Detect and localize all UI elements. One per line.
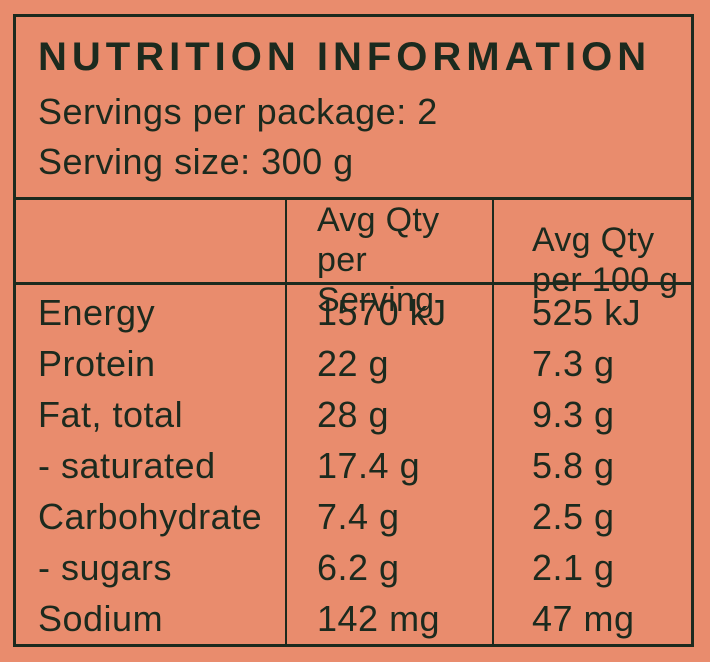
value-per-serving: 17.4 g <box>285 440 492 491</box>
header-avg-qty-per-100g: Avg Qty per 100 g <box>492 200 691 320</box>
value-per-serving: 142 mg <box>285 593 492 644</box>
value-per-100g: 525 kJ <box>492 287 691 338</box>
value-per-100g: 47 mg <box>492 593 691 644</box>
header-avg-qty-per-serving: Avg Qty per Serving <box>285 200 492 320</box>
value-per-serving: 28 g <box>285 389 492 440</box>
value-per-100g: 5.8 g <box>492 440 691 491</box>
table-body: Energy 1570 kJ 525 kJ Protein 22 g 7.3 g… <box>16 285 691 644</box>
header-line: Avg Qty <box>532 221 655 259</box>
nutrient-name: Fat, total <box>38 393 184 435</box>
servings-per-package-text: Servings per package: 2 <box>38 91 438 132</box>
value-per-100g: 2.5 g <box>492 491 691 542</box>
nutrition-panel: NUTRITION INFORMATION Servings per packa… <box>13 14 694 647</box>
nutrient-name: - saturated <box>38 444 216 486</box>
nutrient-name: Protein <box>38 342 156 384</box>
header-line: per 100 g <box>532 261 679 299</box>
nutrient-name: - sugars <box>38 546 173 588</box>
table-header-row: Avg Qty per Serving Avg Qty per 100 g <box>16 197 691 320</box>
value-per-100g: 2.1 g <box>492 542 691 593</box>
value-per-100g: 9.3 g <box>492 389 691 440</box>
header-line: Avg Qty <box>317 201 440 239</box>
value-per-serving: 7.4 g <box>285 491 492 542</box>
value-per-100g: 7.3 g <box>492 338 691 389</box>
value-per-serving: 6.2 g <box>285 542 492 593</box>
nutrient-name: Sodium <box>38 597 164 639</box>
label-intro-section: NUTRITION INFORMATION Servings per packa… <box>16 17 691 197</box>
value-per-serving: 1570 kJ <box>285 287 492 338</box>
nutrient-name: Energy <box>38 291 156 333</box>
page-title: NUTRITION INFORMATION <box>38 35 652 79</box>
header-line: per Serving <box>317 241 435 319</box>
serving-size-text: Serving size: 300 g <box>38 141 354 182</box>
nutrient-name: Carbohydrate <box>38 495 263 537</box>
value-per-serving: 22 g <box>285 338 492 389</box>
